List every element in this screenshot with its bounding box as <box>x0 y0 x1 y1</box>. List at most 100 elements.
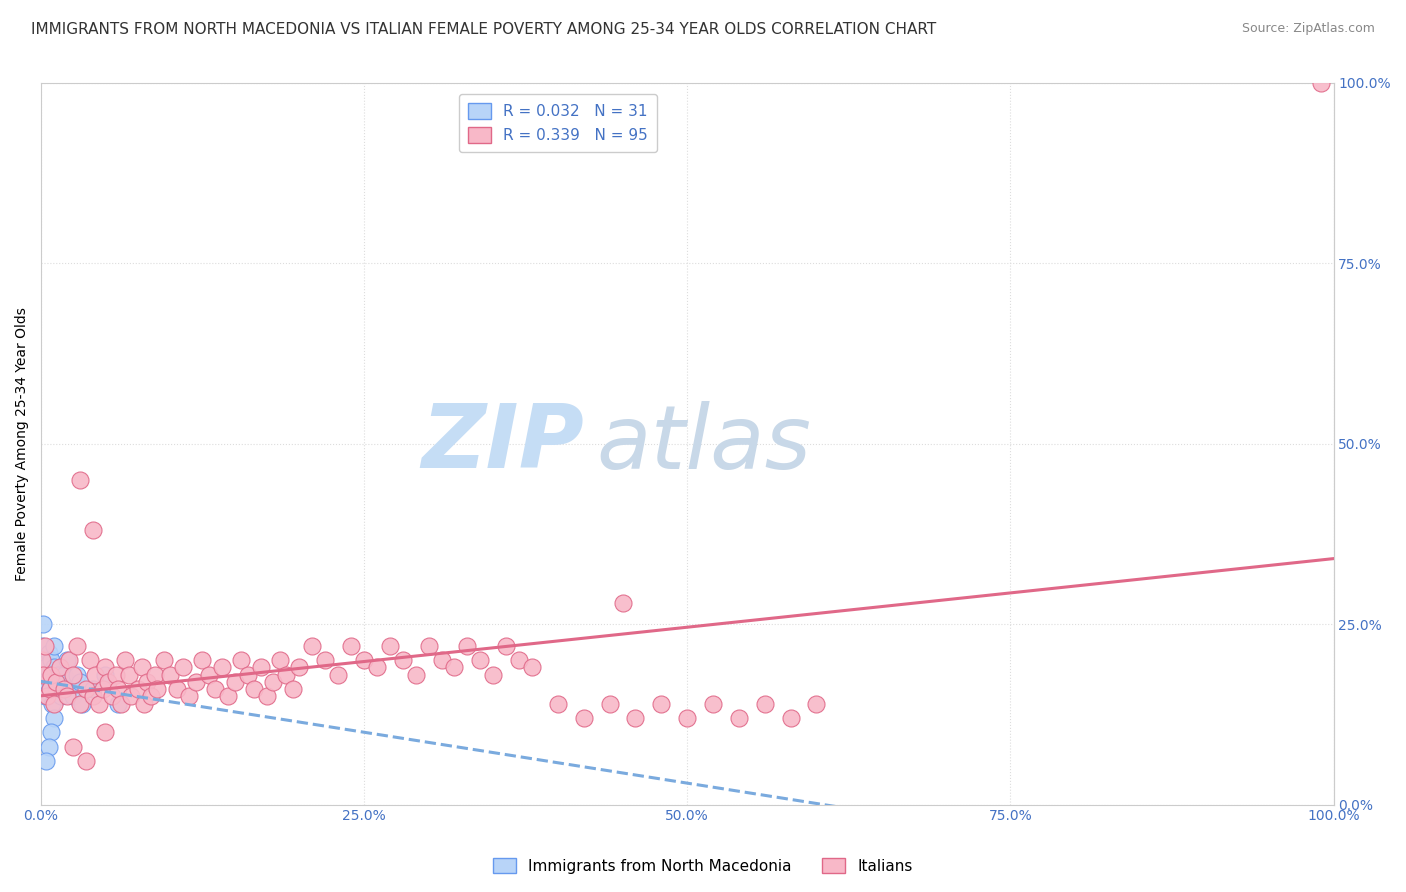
Point <box>172 660 194 674</box>
Point <box>599 697 621 711</box>
Point <box>146 682 169 697</box>
Point <box>84 667 107 681</box>
Point <box>38 682 60 697</box>
Point <box>62 739 84 754</box>
Point <box>249 660 271 674</box>
Point <box>42 697 65 711</box>
Point <box>34 690 56 704</box>
Point <box>366 660 388 674</box>
Point <box>82 690 104 704</box>
Point <box>69 674 91 689</box>
Point <box>470 653 492 667</box>
Point <box>34 639 56 653</box>
Point <box>38 646 60 660</box>
Point <box>107 682 129 697</box>
Point <box>120 690 142 704</box>
Point <box>378 639 401 653</box>
Point <box>650 697 672 711</box>
Point <box>391 653 413 667</box>
Point <box>114 653 136 667</box>
Point <box>179 690 201 704</box>
Text: Source: ZipAtlas.com: Source: ZipAtlas.com <box>1241 22 1375 36</box>
Point <box>69 697 91 711</box>
Point <box>39 667 62 681</box>
Point <box>269 653 291 667</box>
Point <box>456 639 478 653</box>
Point <box>779 711 801 725</box>
Point <box>37 690 59 704</box>
Point <box>42 660 65 674</box>
Point <box>443 660 465 674</box>
Point <box>49 674 72 689</box>
Point <box>53 667 76 681</box>
Point <box>104 667 127 681</box>
Point <box>231 653 253 667</box>
Point <box>612 596 634 610</box>
Point <box>35 660 58 674</box>
Point <box>94 725 117 739</box>
Point <box>53 682 76 697</box>
Point <box>31 639 53 653</box>
Point <box>430 653 453 667</box>
Point <box>51 690 73 704</box>
Point <box>58 653 80 667</box>
Point <box>94 660 117 674</box>
Point <box>75 754 97 768</box>
Point <box>70 697 93 711</box>
Point <box>49 660 72 674</box>
Text: IMMIGRANTS FROM NORTH MACEDONIA VS ITALIAN FEMALE POVERTY AMONG 25-34 YEAR OLDS : IMMIGRANTS FROM NORTH MACEDONIA VS ITALI… <box>31 22 936 37</box>
Point <box>38 739 60 754</box>
Point <box>754 697 776 711</box>
Point <box>159 667 181 681</box>
Point <box>135 674 157 689</box>
Point <box>1309 76 1331 90</box>
Point <box>39 725 62 739</box>
Point <box>42 711 65 725</box>
Point <box>62 690 84 704</box>
Point <box>31 653 53 667</box>
Point <box>55 690 77 704</box>
Point <box>32 667 55 681</box>
Point <box>806 697 828 711</box>
Point <box>94 667 117 681</box>
Point <box>35 754 58 768</box>
Point <box>55 653 77 667</box>
Y-axis label: Female Poverty Among 25-34 Year Olds: Female Poverty Among 25-34 Year Olds <box>15 307 30 581</box>
Point <box>508 653 530 667</box>
Point <box>87 697 110 711</box>
Point <box>152 653 174 667</box>
Point <box>32 667 55 681</box>
Point <box>326 667 349 681</box>
Point <box>37 674 59 689</box>
Text: atlas: atlas <box>596 401 811 487</box>
Point <box>38 682 60 697</box>
Point <box>131 660 153 674</box>
Point <box>301 639 323 653</box>
Point <box>624 711 647 725</box>
Point <box>42 639 65 653</box>
Point <box>702 697 724 711</box>
Point <box>79 653 101 667</box>
Text: ZIP: ZIP <box>420 401 583 487</box>
Point <box>41 697 63 711</box>
Point <box>127 682 149 697</box>
Point <box>97 674 120 689</box>
Point <box>118 667 141 681</box>
Point <box>276 667 298 681</box>
Point <box>82 524 104 538</box>
Point <box>110 697 132 711</box>
Point <box>32 617 55 632</box>
Point <box>281 682 304 697</box>
Legend: R = 0.032   N = 31, R = 0.339   N = 95: R = 0.032 N = 31, R = 0.339 N = 95 <box>458 95 657 153</box>
Point <box>143 667 166 681</box>
Point <box>46 667 69 681</box>
Point <box>728 711 751 725</box>
Point <box>58 682 80 697</box>
Point <box>288 660 311 674</box>
Point <box>184 674 207 689</box>
Point <box>224 674 246 689</box>
Point <box>418 639 440 653</box>
Point <box>191 653 214 667</box>
Point <box>340 639 363 653</box>
Point <box>217 690 239 704</box>
